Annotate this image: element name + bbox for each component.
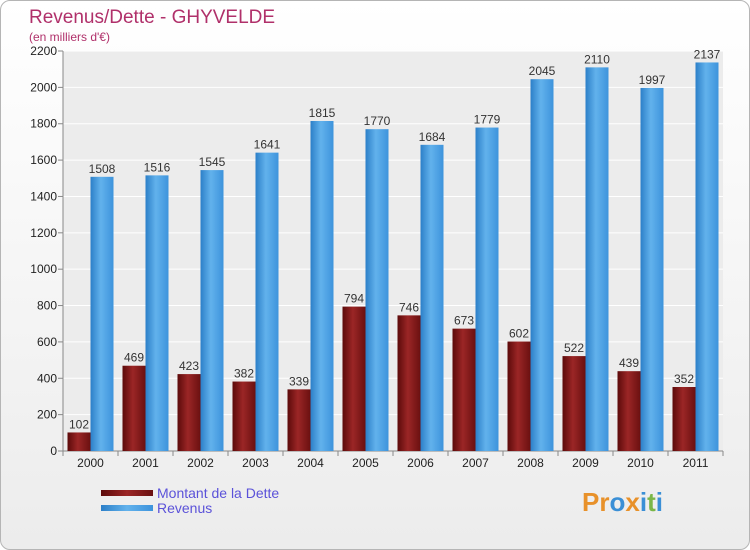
x-tick-label: 2001	[132, 456, 159, 470]
bar-revenus	[420, 144, 444, 451]
bar-revenus	[310, 121, 334, 451]
bar-dette	[617, 371, 641, 451]
data-label-dette: 382	[234, 367, 254, 381]
bar-revenus	[695, 62, 719, 452]
data-label-dette: 423	[179, 359, 199, 373]
data-label-revenus: 1545	[199, 155, 226, 169]
y-tick-label: 1400	[30, 189, 57, 203]
bar-dette	[122, 365, 146, 451]
bar-dette	[287, 389, 311, 451]
x-tick-label: 2008	[517, 456, 544, 470]
y-tick-label: 0	[50, 444, 57, 458]
x-tick-label: 2010	[627, 456, 654, 470]
bar-revenus	[475, 127, 499, 451]
data-label-revenus: 1641	[254, 138, 281, 152]
data-label-revenus: 2110	[584, 52, 610, 66]
chart-title: Revenus/Dette - GHYVELDE	[29, 7, 276, 28]
bar-dette	[67, 432, 91, 451]
logo-letter: x	[625, 487, 640, 517]
logo-letter: i	[655, 487, 663, 517]
x-tick-label: 2004	[297, 456, 324, 470]
data-label-dette: 469	[124, 351, 144, 365]
data-label-revenus: 1815	[309, 106, 336, 120]
data-label-dette: 673	[454, 314, 474, 328]
bar-dette	[672, 387, 696, 451]
x-tick-label: 2003	[242, 456, 269, 470]
legend-label-revenus: Revenus	[157, 500, 213, 516]
x-tick-label: 2011	[683, 456, 709, 470]
logo-letter: r	[599, 487, 610, 517]
bar-revenus	[365, 129, 389, 451]
bar-dette	[452, 328, 476, 451]
bar-dette	[562, 356, 586, 451]
data-label-dette: 439	[619, 356, 639, 370]
bar-revenus	[585, 67, 609, 451]
data-label-revenus: 1516	[144, 160, 171, 174]
plot-area	[63, 51, 723, 451]
y-tick-label: 400	[37, 371, 57, 385]
data-label-dette: 522	[564, 341, 584, 355]
x-tick-label: 2000	[77, 456, 104, 470]
y-tick-label: 2000	[30, 80, 57, 94]
data-label-dette: 102	[69, 417, 89, 431]
bar-revenus	[255, 152, 279, 452]
data-label-dette: 339	[289, 374, 309, 388]
x-tick-label: 2009	[572, 456, 599, 470]
logo-letter: t	[647, 487, 656, 517]
data-label-revenus: 1997	[639, 73, 666, 87]
x-tick-label: 2007	[462, 456, 489, 470]
legend-label-dette: Montant de la Dette	[157, 485, 280, 501]
bar-dette	[232, 381, 256, 451]
bar-revenus	[200, 170, 224, 451]
data-label-dette: 794	[344, 292, 364, 306]
logo-letter: i	[639, 487, 648, 517]
x-tick-label: 2005	[352, 456, 379, 470]
data-label-revenus: 2137	[694, 47, 721, 61]
logo-letter: P	[582, 487, 600, 517]
bar-revenus	[145, 175, 169, 451]
y-tick-label: 2200	[30, 44, 57, 58]
data-label-revenus: 2045	[529, 64, 556, 78]
bar-revenus	[90, 176, 114, 451]
bar-dette	[507, 341, 531, 451]
data-label-dette: 746	[399, 300, 419, 314]
y-tick-label: 800	[37, 299, 57, 313]
x-tick-label: 2002	[187, 456, 214, 470]
y-tick-label: 1800	[30, 117, 57, 131]
y-tick-label: 1600	[30, 153, 57, 167]
y-tick-label: 1200	[30, 226, 57, 240]
y-tick-label: 1000	[30, 262, 57, 276]
legend-swatch-revenus	[101, 505, 153, 511]
bar-dette	[342, 306, 366, 451]
data-label-dette: 352	[674, 372, 694, 386]
data-label-revenus: 1684	[419, 130, 446, 144]
y-tick-label: 200	[37, 408, 57, 422]
legend-swatch-dette	[101, 490, 153, 496]
bar-dette	[177, 374, 201, 451]
chart-subtitle: (en milliers d'€)	[29, 30, 110, 44]
bar-revenus	[530, 79, 554, 451]
bar-dette	[397, 315, 421, 451]
data-label-revenus: 1770	[364, 114, 391, 128]
y-tick-label: 600	[37, 335, 57, 349]
data-label-revenus: 1508	[89, 162, 116, 176]
proxiti-logo: Proxiti	[582, 487, 663, 518]
bar-revenus	[640, 87, 664, 451]
data-label-revenus: 1779	[474, 113, 501, 127]
logo-letter: o	[609, 487, 626, 517]
x-tick-label: 2006	[407, 456, 434, 470]
data-label-dette: 602	[509, 327, 529, 341]
